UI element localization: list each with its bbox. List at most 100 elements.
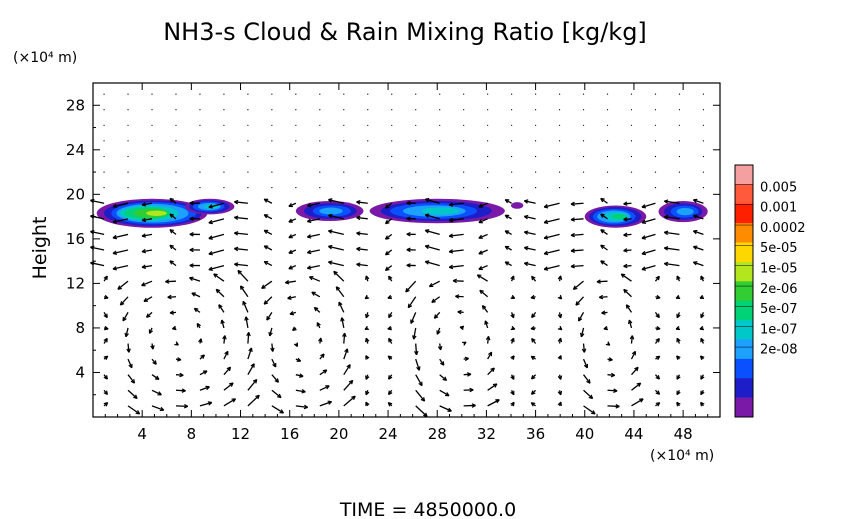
wind-vector	[600, 260, 608, 267]
vector-dot	[511, 109, 513, 111]
wind-vector-head	[388, 313, 393, 319]
wind-vector	[641, 218, 656, 224]
vector-dot	[247, 187, 249, 189]
wind-vector	[343, 333, 346, 344]
wind-vector-head	[255, 394, 260, 400]
vector-dot	[127, 93, 129, 95]
wind-vector	[570, 202, 584, 205]
wind-vector	[295, 405, 308, 408]
wind-vector-head	[176, 357, 182, 362]
wind-vector-head	[356, 200, 361, 205]
wind-vector	[122, 312, 129, 322]
wind-vector-head	[306, 249, 312, 255]
wind-vector	[127, 358, 133, 369]
vector-dot	[295, 124, 297, 126]
wind-vector-head	[530, 294, 536, 300]
wind-vector	[641, 264, 656, 271]
colorbar-label: 2e-06	[760, 282, 798, 297]
wind-vector	[570, 218, 584, 221]
wind-vector-head	[208, 235, 213, 240]
vector-dot	[511, 140, 513, 142]
wind-vector-head	[365, 390, 370, 396]
vector-dot	[463, 187, 465, 189]
wind-vector	[112, 218, 129, 223]
wind-vector-head	[306, 218, 312, 224]
wind-vector-head	[320, 353, 325, 359]
vector-dot	[319, 109, 321, 111]
wind-vector-head	[692, 214, 698, 219]
wind-vector-head	[600, 197, 605, 203]
wind-vector-head	[143, 297, 149, 302]
colorbar-swatch	[735, 300, 753, 321]
vector-dot	[415, 187, 417, 189]
wind-vector-head	[557, 375, 563, 380]
wind-vector-head	[234, 199, 239, 205]
wind-vector	[271, 405, 284, 414]
plot-frame	[92, 82, 721, 418]
vector-dot	[223, 140, 225, 142]
wind-vector	[117, 280, 129, 290]
vector-dot	[606, 140, 609, 142]
vector-dot	[199, 140, 201, 142]
wind-vector-head	[623, 248, 628, 253]
vector-dot	[630, 155, 633, 158]
wind-vector	[213, 273, 225, 282]
wind-vector	[307, 233, 320, 238]
vector-dot	[151, 187, 153, 189]
colorbar-swatch	[735, 184, 753, 205]
wind-vector	[307, 264, 320, 269]
wind-vector	[478, 233, 488, 239]
vector-dot	[391, 93, 393, 95]
wind-vector-head	[510, 325, 516, 331]
wind-vector-head	[169, 260, 174, 265]
vector-dot	[702, 187, 705, 189]
wind-vector-head	[406, 247, 411, 253]
wind-vector-head	[655, 375, 661, 380]
wind-vector-head	[303, 404, 309, 410]
wind-vector-head	[448, 249, 454, 254]
wind-vector	[143, 296, 153, 302]
wind-vector-head	[327, 400, 333, 405]
vector-dot	[511, 93, 513, 95]
vector-dot	[223, 93, 225, 95]
wind-vector	[544, 202, 560, 208]
wind-vector	[261, 280, 273, 289]
wind-vector-head	[627, 319, 633, 325]
wind-vector	[112, 202, 129, 208]
colorbar-swatch	[735, 397, 753, 418]
x-tick-label: 44	[624, 425, 643, 443]
wind-vector	[477, 274, 488, 282]
wind-vector	[599, 296, 608, 299]
wind-vector-head	[530, 355, 536, 361]
wind-vector-head	[608, 357, 613, 362]
wind-vector-head	[135, 410, 141, 415]
vector-dot	[534, 140, 537, 142]
wind-vector	[425, 260, 440, 267]
vector-dot	[654, 109, 657, 111]
wind-vector-field	[90, 93, 705, 418]
vector-dot	[343, 93, 345, 95]
wind-vector-head	[293, 342, 299, 348]
vector-dot	[463, 93, 465, 95]
wind-vector-head	[263, 229, 269, 234]
wind-vector	[263, 245, 273, 251]
wind-vector-head	[387, 294, 392, 300]
wind-vector-head	[130, 379, 136, 384]
wind-vector-head	[700, 313, 705, 319]
vector-dot	[606, 93, 609, 95]
wind-vector-head	[557, 390, 563, 396]
wind-vector-head	[208, 266, 213, 271]
wind-vector-head	[487, 351, 493, 357]
vector-dot	[199, 109, 201, 111]
wind-vector	[309, 276, 321, 282]
wind-vector-head	[531, 337, 536, 343]
wind-vector-head	[641, 266, 647, 271]
vector-dot	[702, 140, 705, 142]
wind-vector-head	[103, 401, 109, 407]
wind-vector-head	[328, 229, 333, 234]
wind-vector-head	[224, 350, 229, 356]
wind-vector-head	[364, 337, 370, 343]
vector-dot	[391, 109, 393, 111]
wind-vector	[319, 369, 328, 376]
wind-vector	[208, 202, 225, 208]
